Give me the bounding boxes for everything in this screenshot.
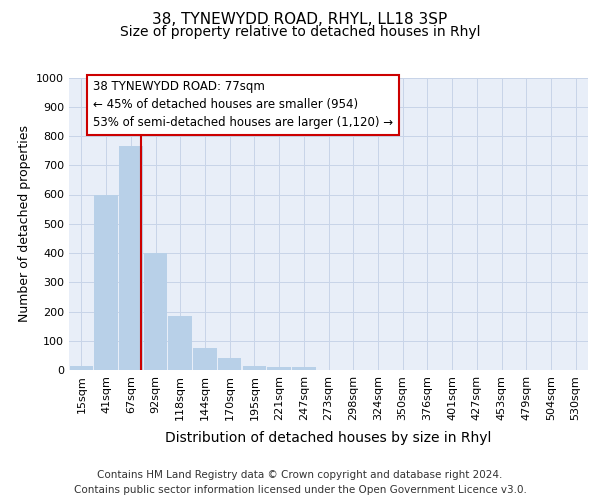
Bar	[144, 253, 167, 370]
Bar	[70, 366, 93, 370]
Text: Contains HM Land Registry data © Crown copyright and database right 2024.
Contai: Contains HM Land Registry data © Crown c…	[74, 470, 526, 495]
Bar	[218, 358, 241, 370]
Bar	[292, 367, 316, 370]
Bar	[169, 316, 192, 370]
Bar	[242, 366, 266, 370]
Bar	[193, 348, 217, 370]
Bar	[268, 367, 291, 370]
Text: 38, TYNEWYDD ROAD, RHYL, LL18 3SP: 38, TYNEWYDD ROAD, RHYL, LL18 3SP	[152, 12, 448, 28]
Text: 38 TYNEWYDD ROAD: 77sqm
← 45% of detached houses are smaller (954)
53% of semi-d: 38 TYNEWYDD ROAD: 77sqm ← 45% of detache…	[93, 80, 394, 130]
Text: Size of property relative to detached houses in Rhyl: Size of property relative to detached ho…	[120, 25, 480, 39]
Bar	[119, 146, 143, 370]
Y-axis label: Number of detached properties: Number of detached properties	[17, 125, 31, 322]
Bar	[94, 194, 118, 370]
X-axis label: Distribution of detached houses by size in Rhyl: Distribution of detached houses by size …	[166, 431, 491, 445]
